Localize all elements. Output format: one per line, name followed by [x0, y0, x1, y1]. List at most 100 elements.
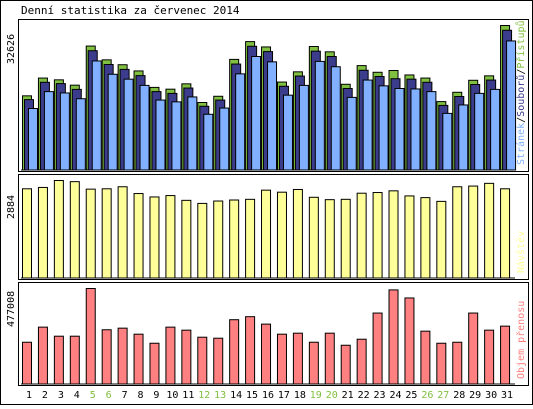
bar-hits-Stránek-14: [235, 73, 246, 171]
panel-kbytes: 477008 Objem přenosu: [6, 282, 529, 386]
bar-hits-Stránek-3: [59, 92, 70, 171]
bar-hits-Stránek-9: [155, 99, 166, 171]
bar-kbytes-Objem přenosu-20: [324, 332, 335, 385]
bar-visits-Návštěv-17: [276, 191, 287, 279]
bar-visits-Návštěv-23: [372, 192, 383, 279]
bar-visits-Návštěv-18: [292, 188, 303, 279]
bar-hits-Stránek-7: [123, 78, 134, 171]
x-tick-label-18: 18: [294, 390, 306, 401]
x-tick-label-4: 4: [74, 390, 80, 401]
x-tick-label-21: 21: [342, 390, 354, 401]
bar-visits-Návštěv-6: [101, 188, 112, 279]
bar-kbytes-Objem přenosu-10: [165, 326, 176, 385]
x-tick-label-15: 15: [246, 390, 258, 401]
bar-hits-Stránek-18: [298, 84, 309, 171]
bar-visits-Návštěv-12: [197, 202, 208, 279]
bar-visits-Návštěv-3: [53, 180, 64, 279]
bar-kbytes-Objem přenosu-1: [22, 341, 32, 385]
legend-entry-Souborů: Souborů: [515, 75, 527, 117]
bar-hits-Stránek-29: [474, 92, 485, 171]
bar-kbytes-Objem přenosu-12: [197, 336, 208, 385]
x-tick-label-8: 8: [138, 390, 144, 401]
bar-hits-Stránek-8: [139, 84, 150, 171]
x-tick-label-29: 29: [469, 390, 481, 401]
bar-hits-Stránek-10: [171, 101, 182, 171]
bar-visits-Návštěv-4: [69, 181, 80, 279]
x-tick-label-7: 7: [122, 390, 128, 401]
x-tick-label-12: 12: [198, 390, 210, 401]
bar-visits-Návštěv-31: [500, 188, 511, 279]
bar-visits-Návštěv-15: [245, 198, 256, 279]
bar-visits-Návštěv-26: [420, 197, 431, 279]
bar-visits-Návštěv-24: [388, 190, 399, 279]
x-tick-label-9: 9: [153, 390, 159, 401]
bar-hits-Stránek-21: [346, 96, 357, 171]
bar-visits-Návštěv-10: [165, 195, 176, 279]
bar-kbytes-Objem přenosu-31: [500, 325, 511, 385]
bar-kbytes-Objem přenosu-5: [85, 288, 96, 385]
bar-visits-Návštěv-16: [261, 189, 272, 279]
x-tick-label-10: 10: [166, 390, 178, 401]
bar-visits-Návštěv-30: [484, 182, 495, 279]
bar-hits-Stránek-22: [362, 79, 373, 171]
bar-kbytes-Objem přenosu-18: [292, 332, 303, 385]
panel-visits: 2884 Návštěv: [6, 174, 529, 280]
legend-entry-Přístupů: Přístupů: [515, 20, 527, 68]
x-tick-label-13: 13: [214, 390, 226, 401]
bar-hits-Stránek-15: [251, 56, 262, 171]
bar-kbytes-Objem přenosu-27: [436, 342, 447, 385]
bar-visits-Návštěv-25: [404, 195, 415, 279]
bar-kbytes-Objem přenosu-8: [133, 333, 144, 385]
bar-visits-Návštěv-28: [452, 186, 463, 279]
bar-kbytes-Objem přenosu-3: [53, 335, 64, 385]
legend-entry-Objem přenosu: Objem přenosu: [515, 301, 527, 379]
bar-kbytes-Objem přenosu-19: [308, 341, 319, 385]
x-tick-label-16: 16: [262, 390, 274, 401]
y-max-label: 2884: [6, 195, 17, 219]
legend-entry-Návštěv: Návštěv: [515, 231, 527, 273]
bar-kbytes-Objem přenosu-22: [356, 338, 367, 385]
x-tick-label-24: 24: [389, 390, 401, 401]
legend-entry-Stránek: Stránek: [515, 123, 527, 165]
bar-kbytes-Objem přenosu-23: [372, 312, 383, 385]
bar-visits-Návštěv-14: [229, 199, 240, 279]
bar-hits-Stránek-23: [378, 85, 389, 171]
y-max-label: 32626: [6, 34, 17, 64]
x-tick-label-30: 30: [485, 390, 497, 401]
legend-separator: /: [516, 117, 527, 123]
bar-hits-Stránek-17: [282, 94, 293, 171]
bar-visits-Návštěv-5: [85, 188, 96, 279]
y-max-label: 477008: [6, 291, 17, 327]
x-tick-label-1: 1: [26, 390, 32, 401]
x-tick-label-31: 31: [501, 390, 513, 401]
x-tick-label-25: 25: [405, 390, 417, 401]
bar-visits-Návštěv-7: [117, 186, 128, 279]
x-tick-label-26: 26: [421, 390, 433, 401]
bar-visits-Návštěv-8: [133, 193, 144, 279]
bar-hits-Stránek-28: [458, 104, 469, 171]
bar-visits-Návštěv-1: [22, 188, 32, 279]
x-tick-label-28: 28: [453, 390, 465, 401]
bar-hits-Stránek-31: [506, 40, 517, 171]
bar-visits-Návštěv-21: [340, 198, 351, 279]
bar-kbytes-Objem přenosu-21: [340, 344, 351, 385]
bar-visits-Návštěv-13: [213, 200, 224, 279]
bar-kbytes-Objem přenosu-2: [37, 326, 48, 385]
bar-kbytes-Objem přenosu-17: [276, 333, 287, 385]
bar-kbytes-Objem přenosu-16: [261, 323, 272, 385]
bar-visits-Návštěv-11: [181, 199, 192, 279]
x-tick-label-27: 27: [437, 390, 449, 401]
chart-title: Denní statistika za červenec 2014: [21, 4, 240, 17]
legend-separator: /: [516, 69, 527, 75]
bar-kbytes-Objem přenosu-6: [101, 329, 112, 385]
x-tick-label-5: 5: [90, 390, 96, 401]
bar-hits-Stránek-11: [187, 96, 198, 171]
bar-kbytes-Objem přenosu-29: [468, 312, 479, 385]
legend: Stránek/Souborů/Přístupů: [515, 20, 527, 165]
x-tick-label-17: 17: [278, 390, 290, 401]
bar-kbytes-Objem přenosu-7: [117, 327, 128, 385]
bar-hits-Stránek-25: [410, 88, 421, 171]
